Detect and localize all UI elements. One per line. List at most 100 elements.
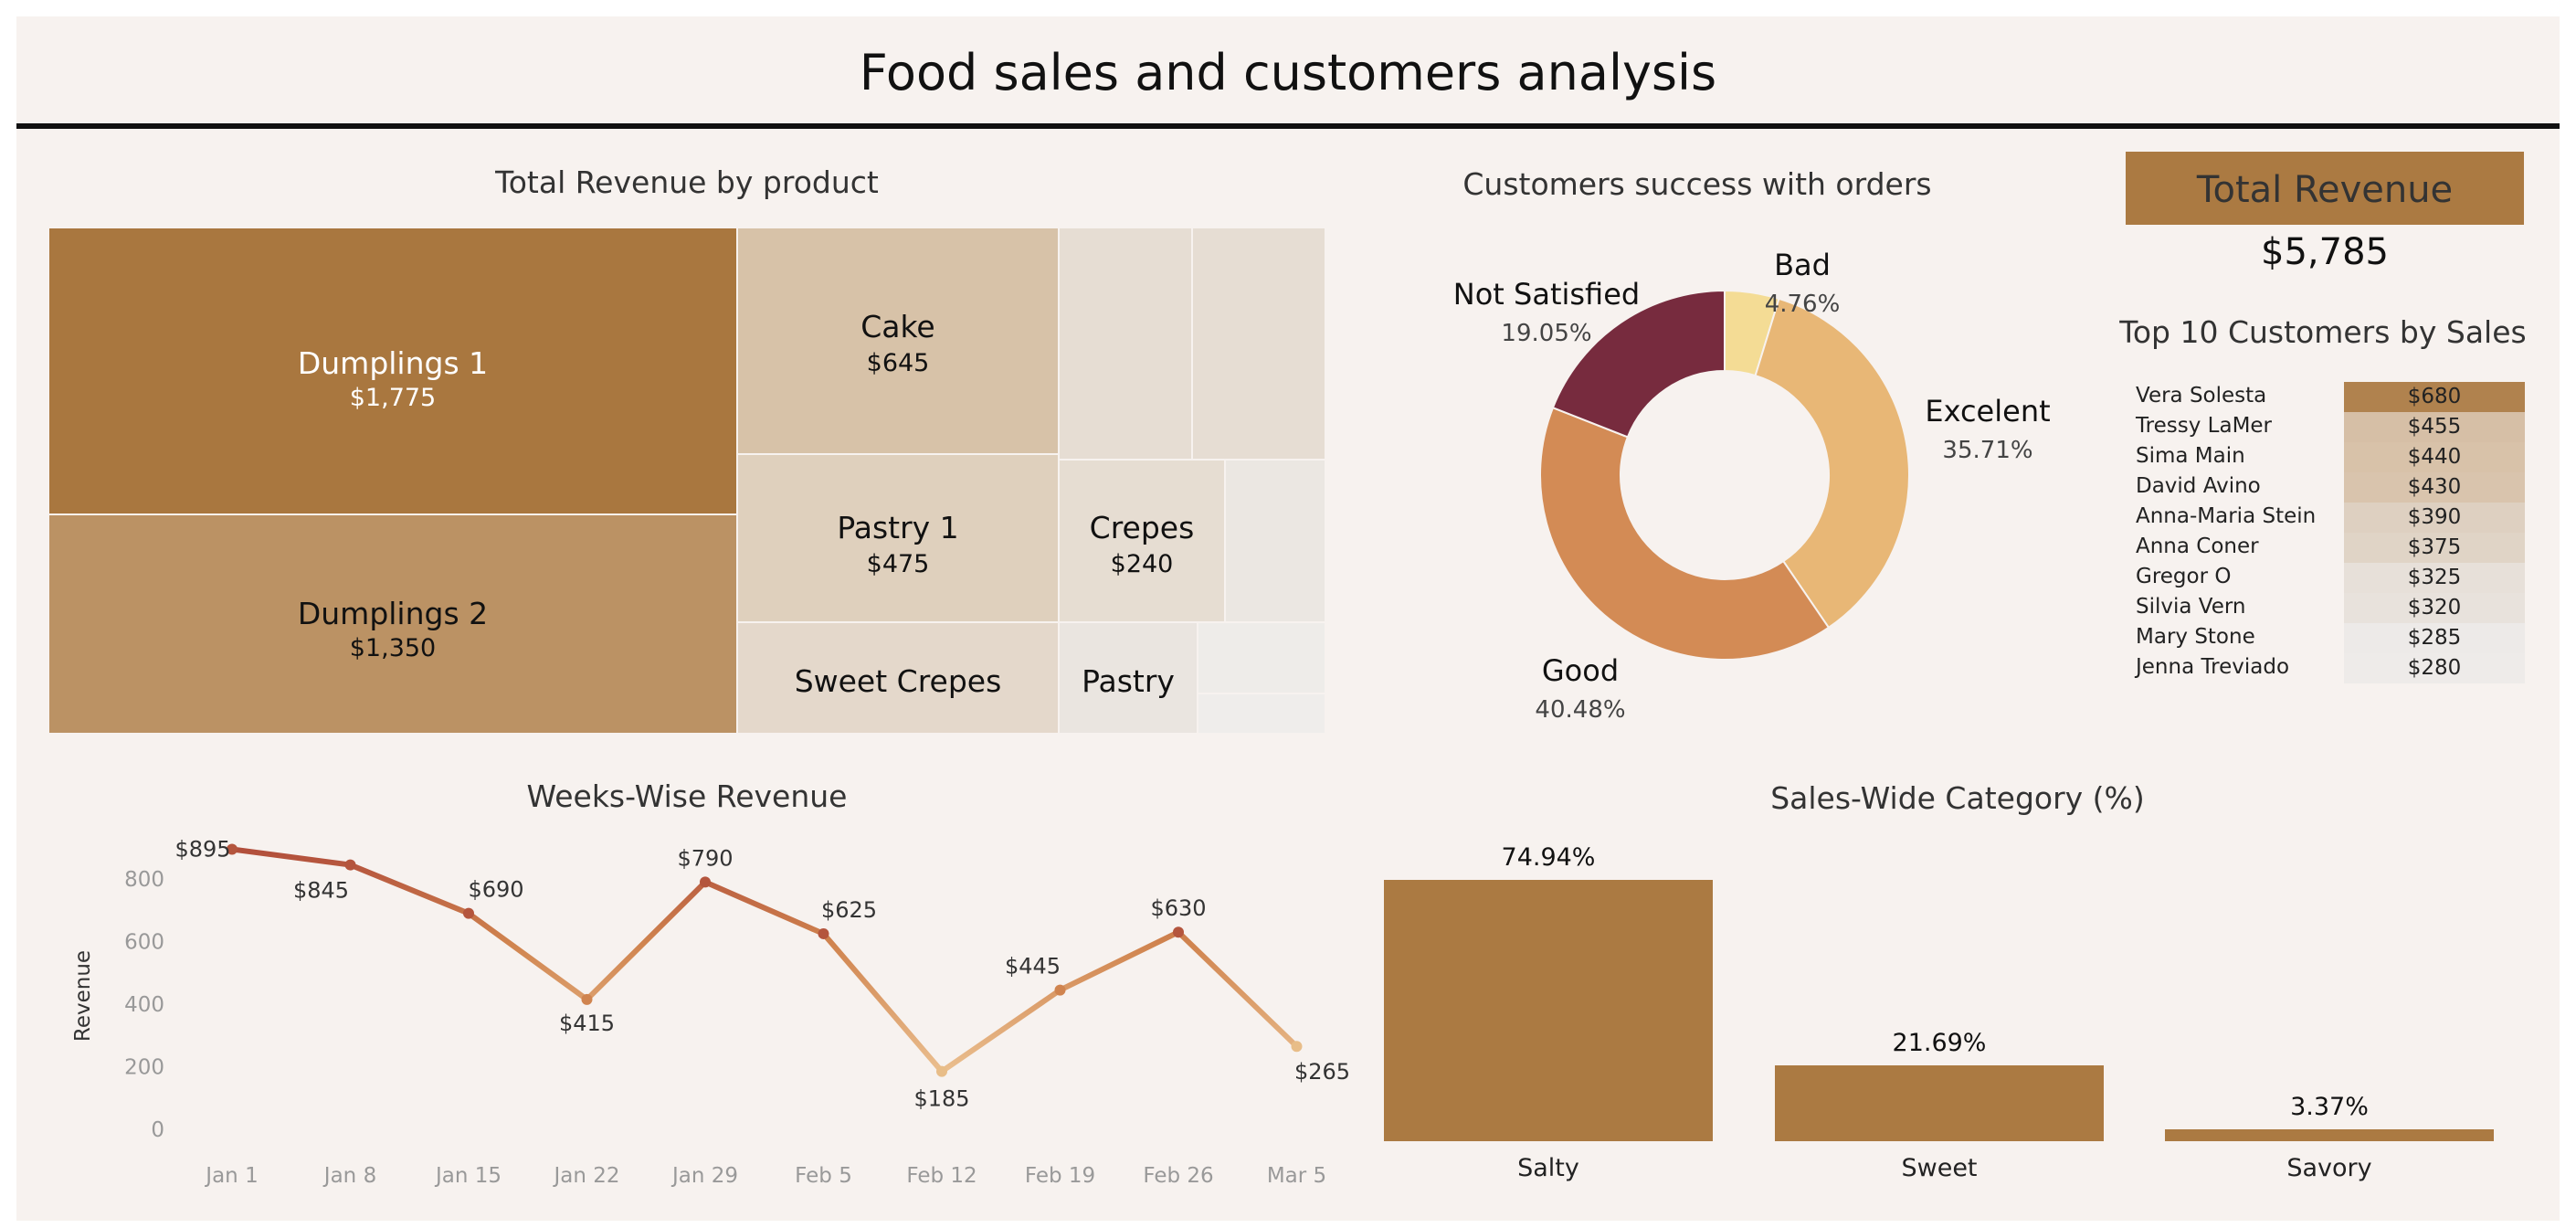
data-point[interactable]: [463, 907, 474, 919]
customer-sales-value: $285: [2344, 623, 2525, 653]
bar-sweet[interactable]: [1775, 1065, 2104, 1141]
treemap-tile-unlabeled[interactable]: [1058, 227, 1193, 460]
data-point[interactable]: [936, 1065, 947, 1077]
customer-name: Sima Main: [2136, 444, 2245, 468]
y-tick-label: 0: [151, 1118, 164, 1142]
x-tick-label: Jan 22: [552, 1164, 619, 1188]
donut-slice-label: Good: [1542, 653, 1619, 688]
treemap-label: Cake: [860, 309, 935, 344]
customer-row[interactable]: Anna-Maria Stein $390: [2136, 503, 2525, 533]
title-divider: [16, 123, 2560, 129]
customer-name: Jenna Treviado: [2136, 655, 2290, 679]
treemap-tile-dumplings-1[interactable]: Dumplings 1 $1,775: [48, 227, 738, 515]
treemap-tile-unlabeled[interactable]: [1197, 693, 1326, 735]
donut-slice-pct: 4.76%: [1765, 291, 1841, 318]
treemap-tile-unlabeled[interactable]: [1191, 227, 1326, 460]
donut-slice-good[interactable]: [1539, 406, 1831, 661]
data-point[interactable]: [1054, 984, 1066, 996]
bar-value-label: 3.37%: [2290, 1093, 2369, 1122]
customer-name: Silvia Vern: [2136, 595, 2246, 619]
treemap-value: $1,775: [349, 384, 437, 412]
treemap-label: Dumplings 2: [297, 596, 489, 631]
treemap-tile-cake[interactable]: Cake $645: [736, 227, 1060, 455]
dashboard: Food sales and customers analysis Total …: [16, 16, 2560, 1221]
customer-sales-value: $375: [2344, 533, 2525, 563]
x-tick-label: Mar 5: [1267, 1164, 1326, 1188]
data-point[interactable]: [818, 927, 829, 939]
data-label: $790: [677, 845, 733, 871]
data-point[interactable]: [700, 876, 711, 888]
customer-row[interactable]: Mary Stone $285: [2136, 623, 2525, 653]
dashboard-title: Food sales and customers analysis: [859, 44, 1717, 101]
treemap-title: Total Revenue by product: [495, 164, 879, 200]
bar-salty[interactable]: [1384, 880, 1713, 1141]
data-label: $445: [1005, 954, 1061, 979]
data-label: $690: [468, 877, 523, 903]
top-customers-title: Top 10 Customers by Sales: [2119, 314, 2527, 350]
total-revenue-label: Total Revenue: [2126, 152, 2524, 225]
treemap-value: $645: [866, 349, 930, 377]
data-label: $625: [821, 897, 877, 923]
customer-sales-value: $390: [2344, 503, 2525, 533]
customer-row[interactable]: Sima Main $440: [2136, 442, 2525, 472]
treemap-tile-unlabeled[interactable]: [1224, 459, 1326, 623]
customer-row[interactable]: Jenna Treviado $280: [2136, 653, 2525, 683]
line-chart-title: Weeks-Wise Revenue: [526, 778, 848, 814]
data-point[interactable]: [227, 843, 238, 855]
y-tick-label: 800: [124, 868, 164, 892]
x-tick-label: Jan 8: [322, 1164, 376, 1188]
treemap-tile-crepes[interactable]: Crepes $240: [1058, 459, 1226, 623]
data-point[interactable]: [1291, 1041, 1303, 1053]
data-point[interactable]: [1173, 926, 1184, 938]
treemap-tile-dumplings-2[interactable]: Dumplings 2 $1,350: [48, 513, 738, 735]
customer-row[interactable]: Anna Coner $375: [2136, 533, 2525, 563]
x-tick-label: Jan 29: [670, 1164, 738, 1188]
customer-name: David Avino: [2136, 474, 2261, 498]
customer-sales-value: $280: [2344, 653, 2525, 683]
bar-value-label: 74.94%: [1501, 843, 1596, 872]
donut-slice-excelent[interactable]: [1754, 297, 1910, 630]
data-label: $265: [1294, 1059, 1350, 1085]
customer-sales-value: $430: [2344, 472, 2525, 503]
x-tick-label: Jan 1: [204, 1164, 258, 1188]
customer-name: Anna-Maria Stein: [2136, 504, 2317, 528]
treemap-value: $1,350: [349, 634, 437, 662]
x-tick-label: Feb 26: [1143, 1164, 1213, 1188]
customer-sales-value: $325: [2344, 563, 2525, 593]
x-tick-label: Jan 15: [434, 1164, 501, 1188]
y-tick-label: 600: [124, 931, 164, 955]
customer-row[interactable]: David Avino $430: [2136, 472, 2525, 503]
customer-row[interactable]: Tressy LaMer $455: [2136, 412, 2525, 442]
treemap-tile-sweet-crepes[interactable]: Sweet Crepes: [736, 621, 1060, 735]
treemap-tile-pastry-1[interactable]: Pastry 1 $475: [736, 453, 1060, 623]
data-point[interactable]: [581, 993, 593, 1005]
customer-row[interactable]: Silvia Vern $320: [2136, 593, 2525, 623]
data-label: $845: [293, 878, 349, 904]
treemap-tile-pastry[interactable]: Pastry: [1058, 621, 1198, 735]
donut-slice-not-satisfied[interactable]: [1551, 289, 1726, 439]
customer-name: Mary Stone: [2136, 625, 2255, 649]
donut-title: Customers success with orders: [1462, 166, 1932, 202]
customer-name: Tressy LaMer: [2136, 414, 2273, 438]
treemap-label: Pastry: [1082, 663, 1175, 699]
bar-savory[interactable]: [2165, 1129, 2494, 1141]
treemap-label: Dumplings 1: [297, 345, 489, 381]
customer-row[interactable]: Gregor O $325: [2136, 563, 2525, 593]
customer-row[interactable]: Vera Solesta $680: [2136, 382, 2525, 412]
donut-slice-label: Excelent: [1925, 394, 2050, 429]
data-label: $895: [174, 836, 230, 862]
treemap-tile-unlabeled[interactable]: [1197, 621, 1326, 694]
revenue-series-line: [231, 846, 1299, 1074]
y-tick-label: 200: [124, 1056, 164, 1080]
x-tick-label: Feb 12: [906, 1164, 977, 1188]
y-tick-label: 400: [124, 993, 164, 1017]
donut-slice-pct: 19.05%: [1501, 320, 1591, 347]
donut-slice-label: Not Satisfied: [1453, 277, 1640, 312]
treemap-value: $475: [866, 550, 930, 578]
bar-category-label: Sweet: [1901, 1154, 1978, 1182]
treemap-label: Pastry 1: [837, 510, 959, 545]
weekly-revenue-line-chart: Revenue 0 200 400 600 800 Jan 1 Jan 8 Jan 15 Ja…: [71, 836, 1350, 1188]
donut-slice-pct: 35.71%: [1942, 437, 2032, 464]
data-point[interactable]: [344, 859, 356, 871]
bar-category-label: Salty: [1517, 1154, 1579, 1182]
